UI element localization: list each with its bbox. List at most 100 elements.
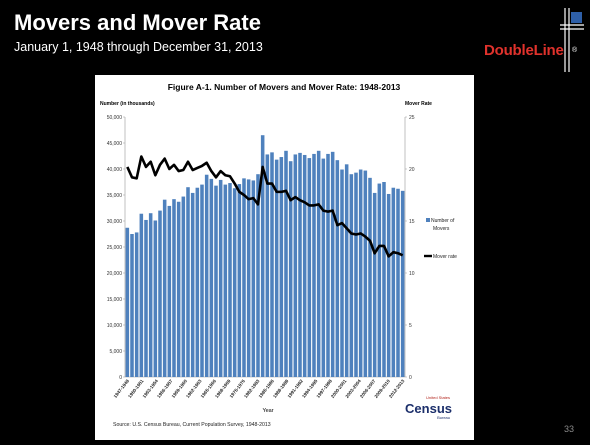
- y-tick-label: 5,000: [109, 349, 122, 355]
- y-axis-label: Number (in thousands): [100, 101, 155, 107]
- bar: [204, 174, 209, 377]
- bar: [386, 193, 391, 377]
- y-tick-label: 20,000: [107, 271, 123, 277]
- bar: [382, 182, 386, 377]
- svg-text:United States: United States: [426, 395, 450, 400]
- y2-tick-label: 20: [409, 167, 415, 173]
- y-tick-label: 45,000: [107, 141, 123, 147]
- bar: [279, 157, 284, 377]
- y-tick-label: 15,000: [107, 297, 123, 303]
- legend-label-movers: Number of: [431, 218, 455, 224]
- bar: [302, 154, 307, 377]
- bar: [144, 219, 148, 377]
- bar: [148, 213, 153, 377]
- y-tick-label: 50,000: [107, 115, 123, 121]
- bar: [270, 152, 274, 377]
- bar: [312, 153, 316, 377]
- bar: [139, 213, 144, 377]
- bar: [372, 192, 377, 377]
- bar: [321, 158, 326, 377]
- bar: [358, 169, 363, 377]
- y-tick-label: 30,000: [107, 219, 123, 225]
- bar: [316, 150, 321, 377]
- bar: [368, 177, 372, 377]
- bar: [130, 234, 134, 377]
- bar: [125, 227, 130, 377]
- bar: [265, 154, 270, 377]
- legend-swatch-movers: [426, 218, 430, 222]
- legend-label-rate: Mover rate: [433, 254, 457, 260]
- slide-subtitle: January 1, 1948 through December 31, 201…: [14, 40, 263, 54]
- bar: [274, 159, 279, 377]
- svg-text:Bureau: Bureau: [437, 415, 450, 420]
- bar: [172, 199, 176, 377]
- source-note: Source: U.S. Census Bureau, Current Popu…: [113, 422, 271, 428]
- bar: [228, 183, 232, 377]
- bar: [400, 190, 405, 377]
- bar: [260, 135, 265, 377]
- bar: [377, 183, 382, 377]
- y2-tick-label: 0: [409, 375, 412, 381]
- y-tick-label: 10,000: [107, 323, 123, 329]
- y-tick-label: 35,000: [107, 193, 123, 199]
- bar: [326, 153, 330, 377]
- doubleline-logo: DoubleLine: [484, 42, 564, 59]
- bar: [256, 174, 260, 377]
- y2-tick-label: 25: [409, 115, 415, 121]
- x-tick-label: 2012-2013: [388, 378, 406, 399]
- svg-text:®: ®: [572, 46, 578, 54]
- bar: [200, 184, 204, 377]
- y2-tick-label: 15: [409, 219, 415, 225]
- bar: [363, 170, 368, 377]
- bar: [251, 180, 256, 377]
- bar: [307, 158, 312, 377]
- bar: [293, 154, 298, 377]
- bar: [349, 174, 354, 377]
- bar: [186, 187, 190, 377]
- bar: [158, 210, 162, 377]
- bar: [284, 150, 288, 377]
- bar: [354, 172, 358, 377]
- chart-panel: Figure A-1. Number of Movers and Mover R…: [95, 75, 474, 440]
- bar: [396, 188, 400, 377]
- bar: [298, 152, 302, 377]
- mover-rate-line: [126, 155, 404, 258]
- bar: [181, 196, 186, 377]
- bar: [237, 184, 242, 377]
- bar: [176, 201, 181, 377]
- bar: [218, 179, 223, 377]
- bar: [335, 160, 340, 377]
- y-tick-label: 40,000: [107, 167, 123, 173]
- bar: [330, 151, 335, 377]
- bar: [209, 178, 214, 377]
- doubleline-logo-mark-icon: ®: [560, 8, 584, 72]
- bar: [288, 161, 293, 377]
- bar: [223, 184, 228, 377]
- y2-tick-label: 10: [409, 271, 415, 277]
- y-tick-label: 25,000: [107, 245, 123, 251]
- bar: [340, 169, 344, 377]
- bar: [134, 232, 139, 377]
- bar: [344, 164, 349, 377]
- slide-title: Movers and Mover Rate: [14, 10, 261, 35]
- page-number: 33: [564, 424, 575, 434]
- bar: [242, 178, 246, 377]
- bar: [190, 192, 195, 377]
- census-bureau-logo: United States Census Bureau: [405, 395, 452, 420]
- movers-chart: Figure A-1. Number of Movers and Mover R…: [100, 82, 457, 428]
- legend-label-movers-2: Movers: [433, 226, 450, 232]
- bar: [153, 220, 158, 377]
- x-axis-label: Year: [262, 408, 273, 414]
- bar: [167, 205, 172, 377]
- y2-tick-label: 5: [409, 323, 412, 329]
- svg-text:Census: Census: [405, 401, 452, 416]
- bar: [195, 187, 200, 377]
- y-tick-label: 0: [119, 375, 122, 381]
- bar: [162, 199, 167, 377]
- bar: [391, 187, 396, 377]
- bar: [246, 179, 251, 377]
- bar: [232, 188, 237, 377]
- bar: [214, 185, 218, 377]
- chart-title: Figure A-1. Number of Movers and Mover R…: [168, 82, 401, 92]
- y2-axis-label: Mover Rate: [405, 101, 432, 107]
